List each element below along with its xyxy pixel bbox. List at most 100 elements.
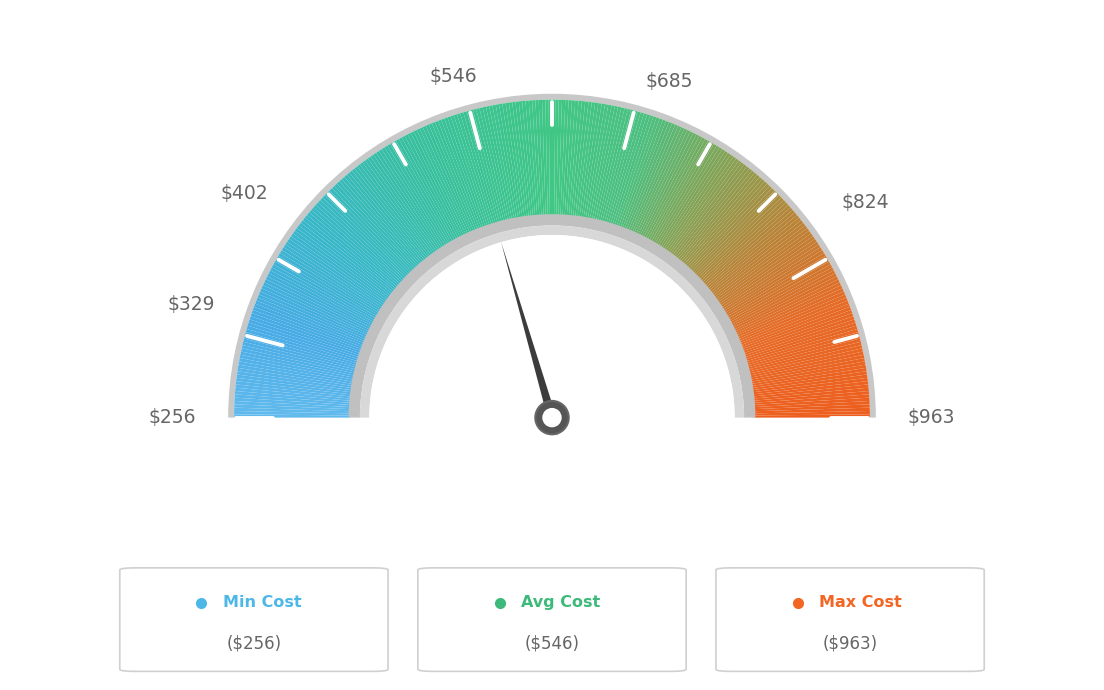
Wedge shape <box>753 377 868 395</box>
Wedge shape <box>616 117 657 227</box>
Wedge shape <box>442 119 484 228</box>
Wedge shape <box>259 291 367 339</box>
Wedge shape <box>529 100 540 216</box>
Text: ($256): ($256) <box>226 635 282 653</box>
Wedge shape <box>739 295 847 342</box>
Wedge shape <box>552 99 555 215</box>
Bar <box>121 423 983 690</box>
Wedge shape <box>620 119 662 228</box>
Wedge shape <box>277 256 378 317</box>
Wedge shape <box>420 127 470 234</box>
Wedge shape <box>724 250 824 313</box>
Wedge shape <box>687 181 767 269</box>
FancyBboxPatch shape <box>418 568 687 671</box>
Wedge shape <box>244 335 357 367</box>
Wedge shape <box>234 404 350 411</box>
Wedge shape <box>509 102 527 217</box>
Wedge shape <box>641 133 697 237</box>
Wedge shape <box>559 100 565 216</box>
Wedge shape <box>753 381 868 397</box>
Wedge shape <box>750 355 864 380</box>
Wedge shape <box>702 205 790 284</box>
Wedge shape <box>633 126 681 233</box>
Wedge shape <box>268 270 373 326</box>
Wedge shape <box>339 179 418 268</box>
Wedge shape <box>368 157 437 253</box>
Wedge shape <box>325 193 410 276</box>
Wedge shape <box>280 250 380 313</box>
Wedge shape <box>657 146 720 246</box>
Wedge shape <box>302 217 395 292</box>
Wedge shape <box>241 351 354 377</box>
Wedge shape <box>681 172 757 264</box>
Wedge shape <box>388 144 449 245</box>
Wedge shape <box>596 108 625 221</box>
Wedge shape <box>320 197 406 279</box>
Wedge shape <box>749 345 862 373</box>
Wedge shape <box>289 236 386 304</box>
Wedge shape <box>300 220 394 294</box>
Wedge shape <box>243 342 355 371</box>
Wedge shape <box>519 101 533 217</box>
Wedge shape <box>435 121 479 230</box>
Wedge shape <box>405 135 460 239</box>
Wedge shape <box>716 233 813 302</box>
Wedge shape <box>753 384 869 399</box>
Wedge shape <box>327 190 411 275</box>
Text: Avg Cost: Avg Cost <box>521 595 601 610</box>
Wedge shape <box>679 170 755 262</box>
Wedge shape <box>715 230 811 301</box>
Wedge shape <box>454 115 491 226</box>
Wedge shape <box>649 139 708 241</box>
Wedge shape <box>580 103 598 218</box>
Wedge shape <box>414 130 466 236</box>
Wedge shape <box>263 282 369 333</box>
Wedge shape <box>438 119 481 229</box>
Wedge shape <box>676 166 750 259</box>
Wedge shape <box>660 149 725 248</box>
Wedge shape <box>267 273 372 328</box>
Wedge shape <box>754 408 870 413</box>
Wedge shape <box>373 152 440 250</box>
Wedge shape <box>240 358 353 382</box>
Wedge shape <box>335 184 415 270</box>
Wedge shape <box>316 202 403 282</box>
Wedge shape <box>235 384 351 399</box>
Wedge shape <box>754 401 870 409</box>
Wedge shape <box>575 102 592 217</box>
Wedge shape <box>482 107 510 220</box>
Wedge shape <box>535 100 543 216</box>
Wedge shape <box>684 177 762 266</box>
Wedge shape <box>347 172 423 264</box>
Wedge shape <box>411 131 464 237</box>
Wedge shape <box>662 151 728 249</box>
Wedge shape <box>352 168 426 261</box>
Wedge shape <box>241 348 354 375</box>
Wedge shape <box>234 414 350 417</box>
Wedge shape <box>647 137 705 241</box>
Wedge shape <box>246 326 359 362</box>
Wedge shape <box>669 159 739 254</box>
Wedge shape <box>240 355 354 380</box>
Wedge shape <box>245 332 358 365</box>
Wedge shape <box>305 215 396 290</box>
Wedge shape <box>402 136 458 239</box>
Wedge shape <box>278 253 379 315</box>
Wedge shape <box>266 276 371 330</box>
Text: Max Cost: Max Cost <box>819 595 902 610</box>
Wedge shape <box>542 100 548 216</box>
Wedge shape <box>512 102 529 217</box>
Wedge shape <box>516 101 531 217</box>
Wedge shape <box>752 375 868 393</box>
Wedge shape <box>753 391 869 403</box>
Wedge shape <box>255 301 364 345</box>
Wedge shape <box>730 268 834 324</box>
Wedge shape <box>293 230 389 301</box>
Wedge shape <box>690 186 772 272</box>
Wedge shape <box>713 226 807 297</box>
Wedge shape <box>603 110 635 222</box>
Wedge shape <box>563 100 572 216</box>
Wedge shape <box>720 241 819 308</box>
Wedge shape <box>496 104 518 219</box>
Wedge shape <box>708 215 799 290</box>
